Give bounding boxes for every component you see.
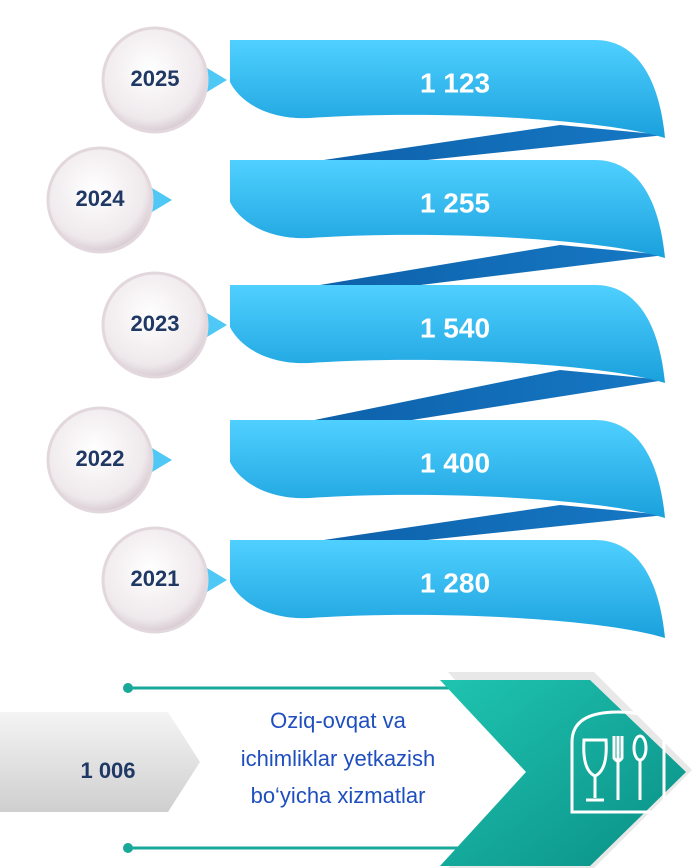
- connector: [290, 370, 665, 425]
- food-icon: [570, 710, 666, 814]
- chevron: [440, 680, 686, 866]
- footer-line: Oziq-ovqat va: [270, 708, 406, 733]
- pointer: [207, 313, 227, 337]
- value: 1 400: [420, 447, 490, 478]
- pointer: [207, 68, 227, 92]
- year-circle: [101, 26, 209, 134]
- year: 2023: [131, 311, 180, 336]
- ribbon: [230, 420, 665, 518]
- footer-line: bo‘yicha xizmatlar: [251, 783, 426, 808]
- connector: [290, 505, 665, 545]
- year: 2021: [131, 566, 180, 591]
- pointer: [207, 568, 227, 592]
- value: 1 255: [420, 187, 490, 218]
- dot: [123, 683, 133, 693]
- year: 2024: [76, 186, 126, 211]
- year: 2025: [131, 66, 180, 91]
- ribbon: [230, 540, 665, 638]
- value: 1 123: [420, 67, 490, 98]
- ribbon: [230, 160, 665, 258]
- year-circle: [46, 146, 154, 254]
- pointer: [152, 188, 172, 212]
- year-circle: [46, 406, 154, 514]
- value-tag: [0, 712, 200, 812]
- year-circle: [101, 526, 209, 634]
- footer-value: 1 006: [80, 758, 135, 783]
- year: 2022: [76, 446, 125, 471]
- value: 1 540: [420, 312, 490, 343]
- pointer: [152, 448, 172, 472]
- ribbon: [230, 40, 665, 138]
- dot: [123, 843, 133, 853]
- connector: [290, 245, 665, 290]
- footer: 1 006 Oziq-ovqat va ichimliklar yetkazis…: [0, 672, 692, 868]
- value: 1 280: [420, 567, 490, 598]
- footer-line: ichimliklar yetkazish: [241, 746, 435, 771]
- ribbon: [230, 285, 665, 383]
- connector: [290, 125, 665, 165]
- year-circle: [101, 271, 209, 379]
